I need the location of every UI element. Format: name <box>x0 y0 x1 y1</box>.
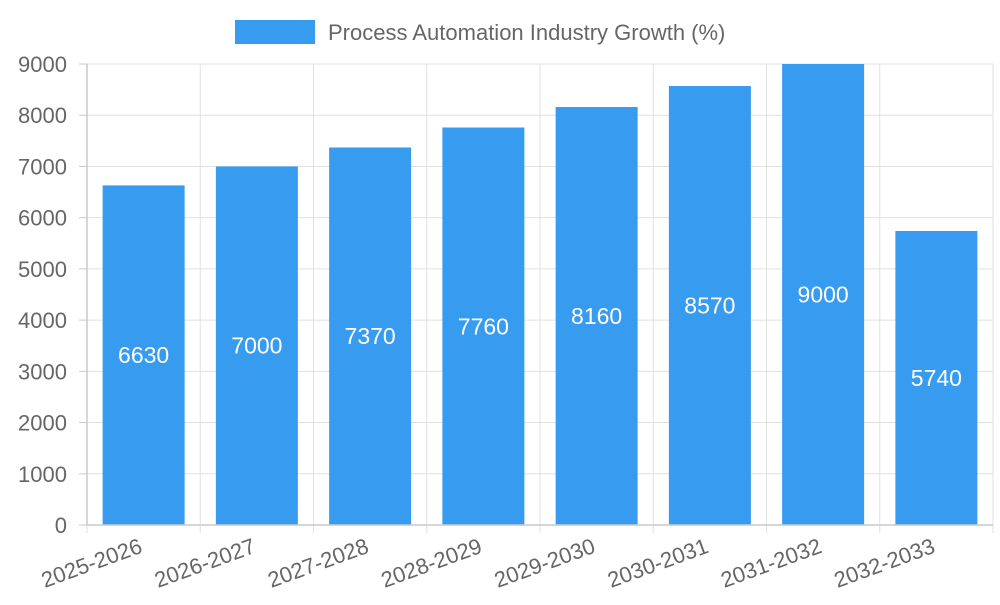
legend-swatch[interactable] <box>235 20 315 44</box>
y-tick-label: 1000 <box>18 462 67 487</box>
bar[interactable] <box>329 147 412 525</box>
x-tick-label: 2027-2028 <box>264 533 371 592</box>
y-tick-label: 9000 <box>18 52 67 77</box>
y-tick-label: 2000 <box>18 411 67 436</box>
y-tick-label: 3000 <box>18 359 67 384</box>
bar-data-label: 7760 <box>458 313 509 339</box>
y-tick-label: 4000 <box>18 308 67 333</box>
x-tick-label: 2029-2030 <box>491 533 598 592</box>
y-tick-label: 0 <box>55 513 67 538</box>
x-tick-label: 2028-2029 <box>378 533 485 592</box>
y-tick-label: 5000 <box>18 257 67 282</box>
x-tick-label: 2031-2032 <box>717 533 824 592</box>
bar[interactable] <box>102 185 185 525</box>
x-tick-label: 2026-2027 <box>151 533 258 592</box>
x-tick-label: 2030-2031 <box>604 533 711 592</box>
bar-data-label: 7000 <box>231 333 282 359</box>
y-tick-label: 6000 <box>18 206 67 231</box>
bars-layer: 6630 7000 7370 7760 8160 8570 9000 5740 <box>102 64 978 526</box>
x-tick-label: 2025-2026 <box>38 533 145 592</box>
bar[interactable] <box>782 64 865 525</box>
y-tick-label: 7000 <box>18 154 67 179</box>
bar[interactable] <box>895 230 978 526</box>
bar[interactable] <box>555 107 638 525</box>
bar[interactable] <box>215 166 298 525</box>
bar-data-label: 5740 <box>911 365 962 391</box>
bar-data-label: 8570 <box>684 293 735 319</box>
x-tick-label: 2032-2033 <box>831 533 938 592</box>
bar[interactable] <box>668 86 751 525</box>
legend[interactable]: Process Automation Industry Growth (%) <box>235 20 725 45</box>
y-tick-label: 8000 <box>18 103 67 128</box>
bar-data-label: 8160 <box>571 303 622 329</box>
bar-data-label: 9000 <box>798 282 849 308</box>
legend-label[interactable]: Process Automation Industry Growth (%) <box>328 20 725 45</box>
bar[interactable] <box>442 127 525 525</box>
bar-data-label: 7370 <box>345 323 396 349</box>
bar-data-label: 6630 <box>118 342 169 368</box>
